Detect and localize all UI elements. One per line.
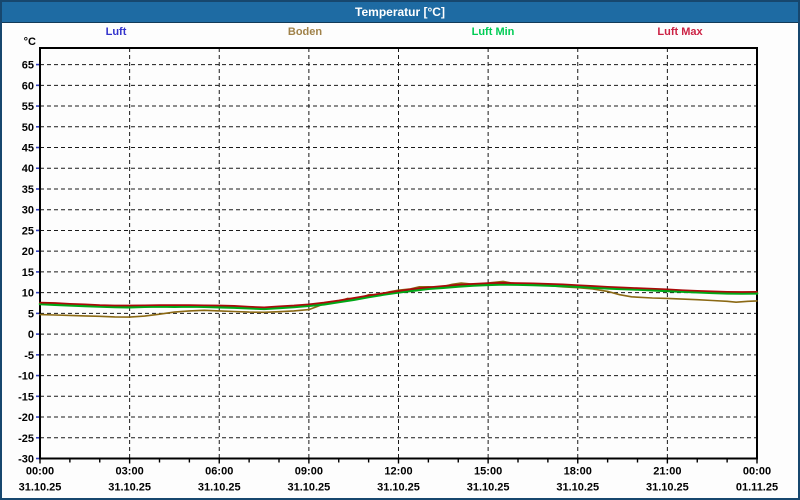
x-tick-time-label: 00:00	[26, 466, 54, 478]
title-bar: Temperatur [°C]	[2, 2, 798, 23]
x-tick-date-label: 31.10.25	[467, 482, 510, 494]
series-line-boden	[39, 280, 758, 318]
y-tick-label: -25	[18, 433, 34, 445]
x-tick-date-label: 01.11.25	[736, 482, 778, 494]
x-tick-time-label: 00:00	[743, 466, 771, 478]
legend-item-boden: Boden	[287, 26, 323, 38]
plot-border	[39, 47, 758, 460]
y-tick-label: -5	[24, 350, 34, 362]
x-tick-date-label: 31.10.25	[19, 482, 62, 494]
x-tick-date-label: 31.10.25	[108, 482, 151, 494]
y-tick-label: 60	[22, 80, 34, 92]
y-tick-label: 5	[28, 308, 34, 320]
series-line-luft-min	[38, 282, 759, 311]
y-tick-label: 65	[22, 60, 34, 72]
x-tick-time-label: 09:00	[295, 466, 323, 478]
x-tick-time-label: 06:00	[205, 466, 233, 478]
y-tick-label: -10	[18, 371, 34, 383]
x-tick-time-label: 21:00	[653, 466, 681, 478]
page-title: Temperatur [°C]	[355, 5, 445, 19]
x-tick-time-label: 12:00	[384, 466, 412, 478]
x-tick-time-label: 03:00	[116, 466, 144, 478]
y-tick-label: 10	[22, 288, 34, 300]
y-tick-label: 30	[22, 205, 34, 217]
y-tick-label: 0	[28, 329, 34, 341]
legend-item-luft-max: Luft Max	[657, 26, 703, 38]
y-tick-label: 40	[22, 163, 34, 175]
y-tick-label: 20	[22, 246, 34, 258]
legend-item-luft-min: Luft Min	[471, 26, 515, 38]
x-tick-date-label: 31.10.25	[556, 482, 599, 494]
legend-item-luft: Luft	[105, 26, 127, 38]
x-tick-date-label: 31.10.25	[646, 482, 689, 494]
y-tick-label: 25	[22, 225, 34, 237]
y-tick-label: 50	[22, 122, 34, 134]
x-tick-date-label: 31.10.25	[377, 482, 420, 494]
x-tick-time-label: 18:00	[564, 466, 592, 478]
y-axis-unit-label: °C	[24, 36, 36, 48]
y-tick-label: 15	[22, 267, 34, 279]
series-line-luft-max	[39, 282, 758, 309]
y-tick-label: -20	[18, 412, 34, 424]
x-tick-time-label: 15:00	[474, 466, 502, 478]
y-tick-label: 45	[22, 143, 34, 155]
y-tick-label: -30	[18, 454, 34, 466]
y-tick-label: -15	[18, 391, 34, 403]
x-tick-date-label: 31.10.25	[287, 482, 330, 494]
x-tick-date-label: 31.10.25	[198, 482, 241, 494]
y-tick-label: 35	[22, 184, 34, 196]
y-tick-label: 55	[22, 101, 34, 113]
